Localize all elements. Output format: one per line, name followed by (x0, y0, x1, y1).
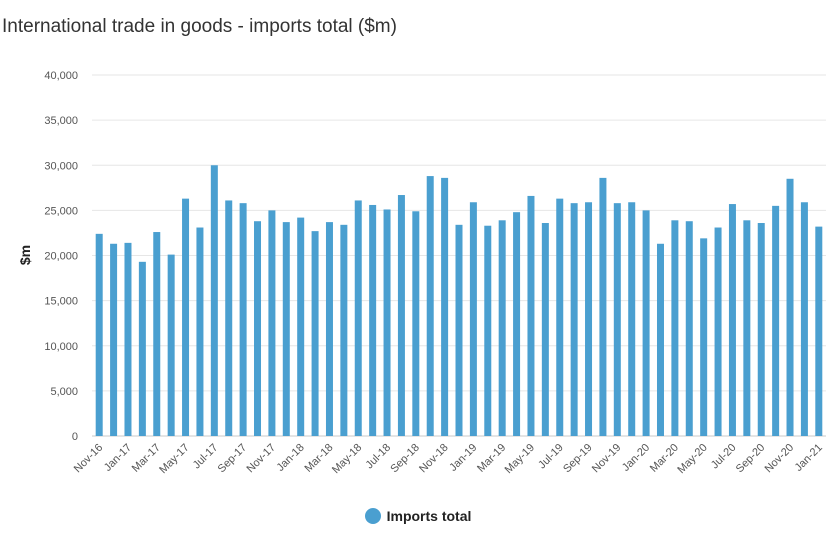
y-tick-label: 25,000 (44, 205, 78, 217)
bar-aug-18[interactable] (397, 195, 405, 436)
legend-item-imports-total[interactable]: Imports total (364, 508, 472, 524)
x-tick-label: Sep-19 (561, 442, 595, 476)
bar-series[interactable] (95, 165, 823, 437)
circle-swatch-icon (364, 508, 381, 524)
x-tick-label: May-17 (157, 442, 191, 476)
bar-jul-19[interactable] (556, 198, 564, 436)
bar-sep-18[interactable] (412, 211, 420, 436)
chart-title: International trade in goods - imports t… (2, 16, 397, 37)
bar-jul-18[interactable] (383, 209, 391, 436)
bar-sep-17[interactable] (239, 203, 247, 436)
bar-jul-17[interactable] (210, 165, 218, 436)
bar-jan-19[interactable] (469, 202, 477, 436)
x-tick-label: May-20 (675, 442, 709, 476)
x-tick-label: Mar-18 (302, 442, 335, 475)
y-tick-label: 10,000 (44, 341, 78, 353)
y-tick-label: 0 (72, 431, 78, 443)
bar-oct-19[interactable] (599, 177, 607, 436)
bar-jan-17[interactable] (124, 242, 132, 436)
bar-may-20[interactable] (700, 238, 708, 436)
bar-oct-18[interactable] (426, 176, 434, 436)
bar-oct-17[interactable] (254, 221, 262, 436)
x-tick-label: Mar-19 (475, 442, 508, 475)
bar-dec-18[interactable] (455, 224, 463, 436)
bar-jun-18[interactable] (369, 204, 377, 436)
x-tick-label: Mar-20 (648, 442, 681, 475)
bar-mar-17[interactable] (153, 232, 161, 436)
bar-oct-20[interactable] (772, 205, 780, 436)
x-tick-label: Jan-18 (275, 442, 307, 474)
bar-mar-18[interactable] (325, 222, 333, 436)
bar-jul-20[interactable] (728, 204, 736, 436)
bar-sep-20[interactable] (757, 223, 765, 436)
x-tick-label: Nov-20 (763, 442, 797, 476)
x-tick-label: Jan-19 (447, 442, 479, 474)
bar-mar-20[interactable] (671, 220, 679, 436)
bar-may-19[interactable] (527, 195, 535, 436)
imports-bar-chart: 0 5,000 10,000 15,000 20,000 25,000 30,000 35,0… (17, 70, 826, 476)
bar-nov-16[interactable] (95, 233, 103, 436)
bar-jan-20[interactable] (642, 210, 650, 437)
x-tick-label: Nov-17 (244, 442, 278, 476)
bar-jan-18[interactable] (297, 217, 305, 436)
y-axis-title: $m (17, 245, 33, 265)
bar-dec-20[interactable] (800, 202, 808, 436)
y-tick-label: 35,000 (44, 115, 78, 127)
y-tick-label: 20,000 (44, 251, 78, 263)
x-tick-label: Jan-20 (620, 442, 652, 474)
bar-dec-16[interactable] (110, 243, 118, 436)
y-tick-label: 15,000 (44, 296, 78, 308)
bar-may-18[interactable] (354, 200, 362, 436)
bar-feb-19[interactable] (484, 225, 492, 436)
bar-feb-18[interactable] (311, 231, 319, 436)
bar-sep-19[interactable] (585, 202, 593, 436)
bar-jun-17[interactable] (196, 227, 204, 436)
x-tick-label: May-18 (330, 442, 364, 476)
x-tick-label: Mar-17 (130, 442, 163, 475)
x-tick-label: Jan-17 (102, 442, 134, 474)
bar-nov-17[interactable] (268, 210, 276, 437)
bar-jun-20[interactable] (714, 227, 722, 436)
y-tick-label: 5,000 (50, 386, 78, 398)
bar-feb-17[interactable] (138, 261, 146, 436)
x-tick-label: Nov-16 (72, 442, 106, 476)
x-tick-label: Jan-21 (793, 442, 825, 474)
bar-may-17[interactable] (182, 198, 190, 436)
x-tick-label: Sep-18 (388, 442, 422, 476)
x-tick-label: May-19 (503, 442, 537, 476)
y-tick-label: 40,000 (44, 70, 78, 82)
bar-aug-19[interactable] (570, 203, 578, 436)
bar-apr-19[interactable] (513, 212, 521, 436)
y-tick-label: 30,000 (44, 160, 78, 172)
bar-feb-20[interactable] (656, 243, 664, 436)
bar-mar-19[interactable] (498, 220, 506, 436)
bar-nov-20[interactable] (786, 178, 794, 437)
bar-aug-17[interactable] (225, 200, 233, 436)
bar-nov-19[interactable] (613, 203, 621, 436)
x-tick-label: Sep-17 (216, 442, 250, 476)
bar-apr-17[interactable] (167, 254, 175, 436)
bar-nov-18[interactable] (441, 177, 449, 436)
x-tick-label: Nov-19 (590, 442, 624, 476)
bar-dec-17[interactable] (282, 222, 290, 436)
x-tick-label: Sep-20 (734, 442, 768, 476)
bar-jan-21[interactable] (815, 226, 823, 436)
legend: Imports total (0, 508, 836, 524)
bar-dec-19[interactable] (628, 202, 636, 436)
bar-apr-18[interactable] (340, 224, 348, 436)
x-tick-label: Nov-18 (417, 442, 451, 476)
bar-apr-20[interactable] (685, 221, 693, 436)
bar-jun-19[interactable] (541, 223, 549, 436)
bar-aug-20[interactable] (743, 220, 751, 436)
legend-label: Imports total (386, 508, 472, 524)
y-axis-ticks: 0 5,000 10,000 15,000 20,000 25,000 30,000 35,0… (44, 70, 78, 443)
